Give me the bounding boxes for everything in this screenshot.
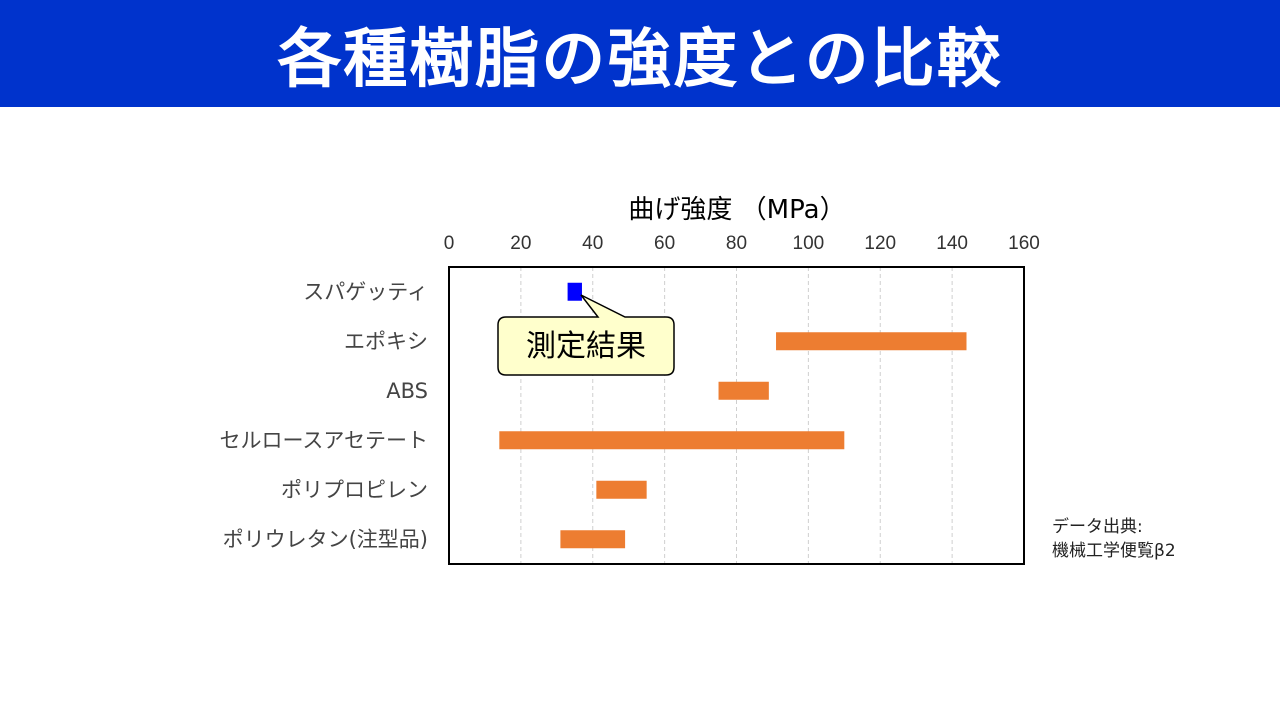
- x-tick-label: 20: [510, 233, 531, 254]
- x-tick-label: 120: [864, 233, 896, 254]
- measured-result-bar: [567, 282, 582, 301]
- callout-text: 測定結果: [526, 329, 646, 364]
- slide-title: 各種樹脂の強度との比較: [277, 22, 1003, 97]
- x-tick-label: 40: [582, 233, 603, 254]
- category-label: ポリプロピレン: [281, 478, 428, 502]
- x-tick-label: 0: [444, 233, 455, 254]
- callout: 測定結果: [497, 294, 675, 376]
- data-source-note: データ出典: 機械工学便覧β2: [1052, 515, 1176, 563]
- range-bar: [596, 480, 647, 499]
- x-axis-title: 曲げ強度 （MPa）: [628, 195, 845, 225]
- plot-area-frame: [448, 266, 1025, 565]
- category-label: エポキシ: [344, 329, 428, 353]
- category-label: スパゲッティ: [303, 280, 428, 304]
- category-label: ABS: [386, 379, 428, 403]
- source-line-1: データ出典:: [1052, 517, 1143, 537]
- x-tick-label: 140: [936, 233, 968, 254]
- range-bar: [560, 530, 626, 549]
- x-tick-label: 100: [793, 233, 825, 254]
- x-tick-label: 160: [1008, 233, 1040, 254]
- x-tick-label: 80: [726, 233, 747, 254]
- range-bar: [776, 332, 967, 351]
- range-bar: [499, 431, 845, 450]
- title-bar: 各種樹脂の強度との比較: [0, 0, 1280, 107]
- range-bar: [718, 381, 769, 400]
- source-line-2: 機械工学便覧β2: [1052, 541, 1176, 561]
- category-label: ポリウレタン(注型品): [223, 527, 428, 551]
- callout-bubble: [497, 294, 675, 376]
- x-tick-label: 60: [654, 233, 675, 254]
- category-label: セルロースアセテート: [219, 428, 428, 452]
